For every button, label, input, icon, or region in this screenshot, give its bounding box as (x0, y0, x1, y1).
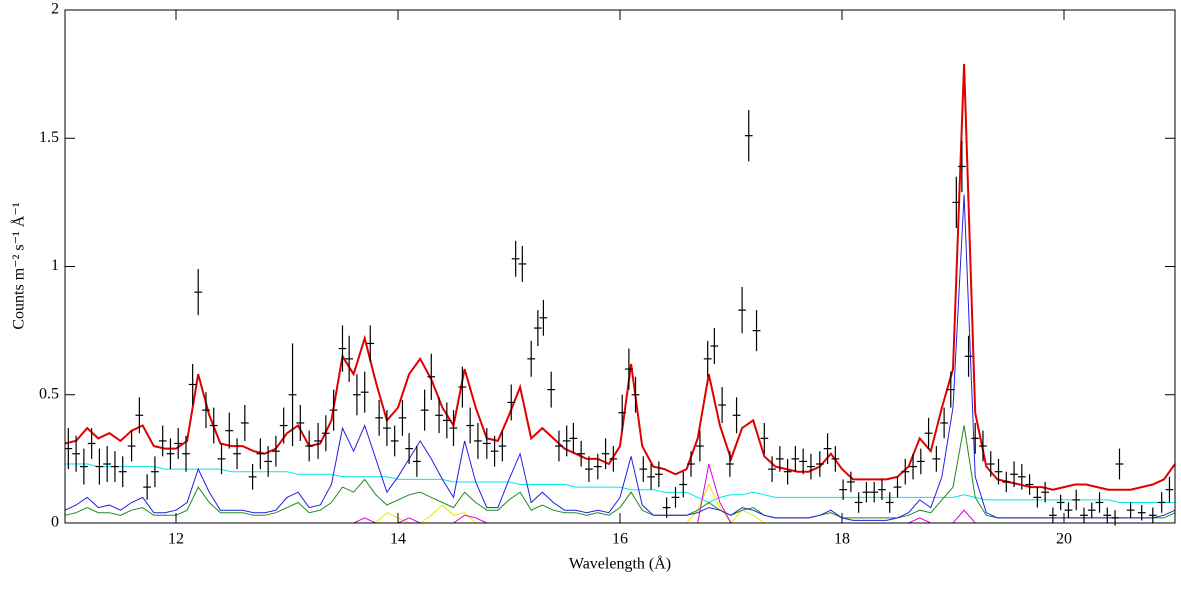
y-tick-label: 1 (51, 257, 59, 274)
model-line (64, 194, 1176, 521)
y-tick-label: 0.5 (39, 385, 59, 402)
y-axis-title: Counts m⁻² s⁻¹ Å⁻¹ (10, 202, 28, 330)
x-tick-label: 14 (390, 531, 406, 548)
y-tick-label: 2 (51, 1, 59, 18)
x-axis-title: Wavelength (Å) (569, 555, 671, 573)
x-tick-label: 20 (1056, 531, 1072, 548)
model-line (64, 63, 1176, 491)
x-tick-label: 12 (168, 531, 184, 548)
y-tick-label: 0 (51, 514, 59, 531)
model-line (64, 425, 1176, 519)
model-line (65, 463, 1175, 504)
x-tick-label: 18 (834, 531, 850, 548)
x-tick-label: 16 (612, 531, 628, 548)
y-tick-label: 1.5 (39, 129, 59, 146)
